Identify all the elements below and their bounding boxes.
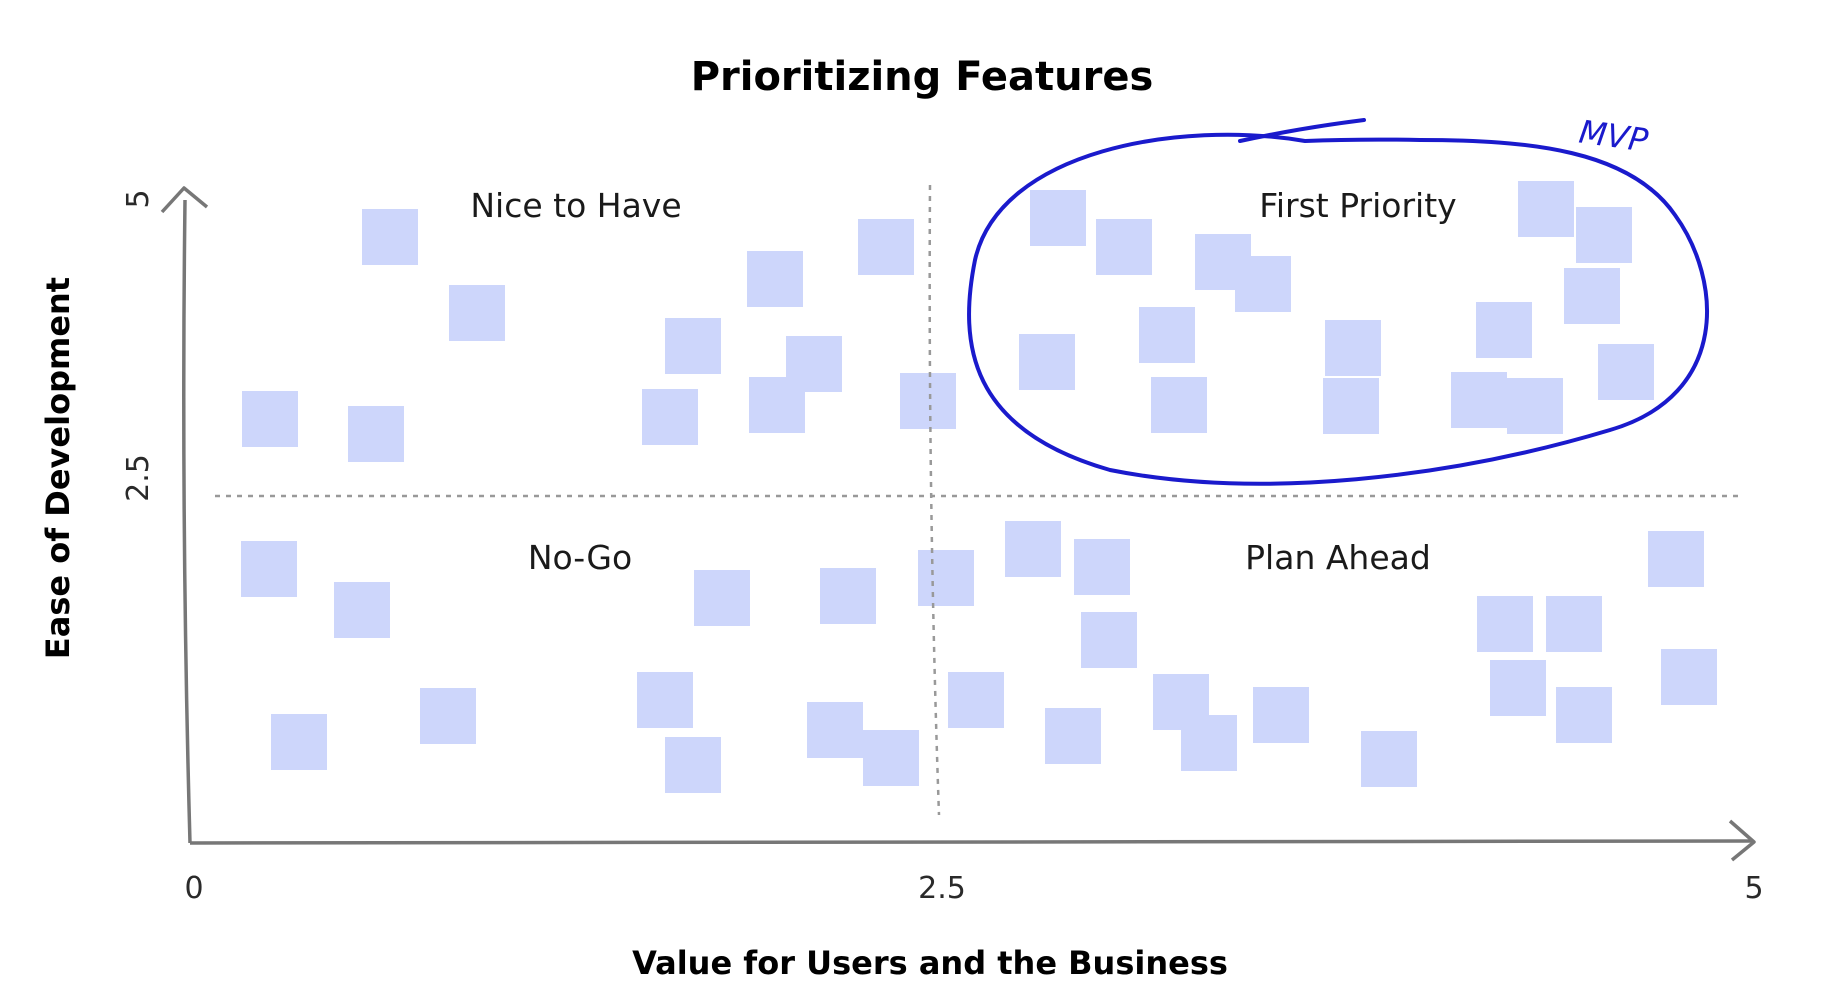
sticky-note (1564, 268, 1620, 324)
sticky-note (1576, 207, 1632, 263)
y-tick-5: 5 (121, 189, 156, 208)
sticky-note (637, 672, 693, 728)
sticky-note (665, 737, 721, 793)
y-axis-arrowhead (160, 186, 209, 214)
sticky-note (858, 219, 914, 275)
quadrant-label-plan-ahead: Plan Ahead (1245, 538, 1431, 577)
sticky-note (1546, 596, 1602, 652)
sticky-note (1661, 649, 1717, 705)
mvp-highlight-ellipse (967, 132, 1709, 486)
vertical-divider (928, 184, 941, 816)
sticky-note (1490, 660, 1546, 716)
sticky-note (242, 391, 298, 447)
sticky-note (348, 406, 404, 462)
sticky-note (420, 688, 476, 744)
sticky-notes (241, 181, 1717, 793)
sticky-note (1451, 372, 1507, 428)
sticky-note (1253, 687, 1309, 743)
x-tick-5: 5 (1744, 871, 1763, 906)
sticky-note (1019, 334, 1075, 390)
sticky-note (786, 336, 842, 392)
sticky-note (1096, 219, 1152, 275)
sticky-note (900, 373, 956, 429)
y-tick-2-5: 2.5 (121, 454, 156, 502)
sticky-note (665, 318, 721, 374)
y-axis-line (182, 199, 192, 844)
sticky-note (362, 209, 418, 265)
x-axis-title: Value for Users and the Business (632, 944, 1228, 982)
sticky-note (1235, 256, 1291, 312)
diagram-title: Prioritizing Features (691, 54, 1154, 100)
sticky-note (642, 389, 698, 445)
sticky-note (807, 702, 863, 758)
sticky-note (918, 550, 974, 606)
mvp-ellipse-overlap-stroke (1238, 118, 1366, 143)
sticky-note (1151, 377, 1207, 433)
sticky-note (1598, 344, 1654, 400)
sticky-note (1081, 612, 1137, 668)
x-axis-arrowhead (1728, 819, 1756, 862)
x-axis-line (189, 839, 1753, 845)
sticky-note (948, 672, 1004, 728)
sticky-note (1030, 190, 1086, 246)
sticky-note (1518, 181, 1574, 237)
x-tick-0: 0 (184, 871, 203, 906)
sticky-note (271, 714, 327, 770)
sticky-note (863, 730, 919, 786)
sticky-note (1045, 708, 1101, 764)
sticky-note (1323, 378, 1379, 434)
y-axis-title: Ease of Development (39, 277, 77, 659)
sticky-note (1507, 378, 1563, 434)
sticky-note (1181, 715, 1237, 771)
sticky-note (1648, 531, 1704, 587)
sticky-note (1361, 731, 1417, 787)
sticky-note (1005, 521, 1061, 577)
sticky-note (747, 251, 803, 307)
x-tick-2-5: 2.5 (918, 871, 966, 906)
sticky-note (1476, 302, 1532, 358)
sticky-note (241, 541, 297, 597)
quadrant-label-no-go: No-Go (528, 538, 632, 577)
quadrant-label-nice-to-have: Nice to Have (470, 186, 681, 225)
sticky-note (1556, 687, 1612, 743)
sticky-note (1074, 539, 1130, 595)
mvp-label: MVP (1577, 113, 1651, 160)
sticky-note (820, 568, 876, 624)
sticky-note (334, 582, 390, 638)
sticky-note (449, 285, 505, 341)
quadrant-label-first-priority: First Priority (1259, 186, 1456, 225)
sticky-note (1477, 596, 1533, 652)
sticky-note (694, 570, 750, 626)
sticky-note (1325, 320, 1381, 376)
sticky-note (1139, 307, 1195, 363)
